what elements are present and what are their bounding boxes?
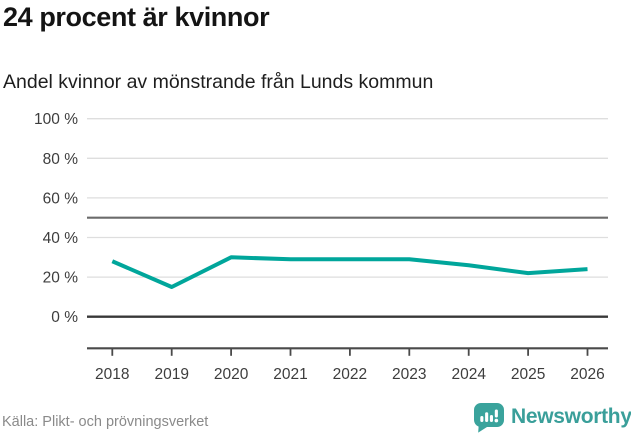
- x-tick-label-2020: 2020: [214, 366, 249, 383]
- newsworthy-icon: [474, 403, 504, 433]
- x-tick-label-2024: 2024: [451, 366, 486, 383]
- x-tick-label-2021: 2021: [273, 366, 307, 383]
- y-tick-label-60: 60 %: [43, 190, 79, 207]
- chart-title: 24 procent är kvinnor: [3, 2, 270, 32]
- x-tick-label-2019: 2019: [154, 366, 188, 383]
- chart-subtitle: Andel kvinnor av mönstrande från Lunds k…: [3, 71, 434, 93]
- y-tick-label-20: 20 %: [43, 270, 79, 287]
- x-tick-label-2026: 2026: [570, 366, 604, 383]
- x-tick-label-2018: 2018: [95, 366, 129, 383]
- newsworthy-logo[interactable]: Newsworthy: [474, 403, 631, 433]
- y-tick-label-40: 40 %: [43, 230, 79, 247]
- data-line: [111, 255, 588, 289]
- x-tick-label-2022: 2022: [333, 366, 367, 383]
- y-tick-label-80: 80 %: [43, 151, 79, 168]
- line-chart: 0 % 20 % 40 % 60 % 80 % 100 % 2018 2019 2020 2021…: [34, 111, 608, 383]
- x-tick-label-2025: 2025: [511, 366, 545, 383]
- y-tick-label-0: 0 %: [51, 309, 78, 326]
- source-note: Källa: Plikt- och prövningsverket: [2, 414, 209, 430]
- x-tick-label-2023: 2023: [392, 366, 426, 383]
- newsworthy-wordmark: Newsworthy: [511, 405, 631, 428]
- y-tick-label-100: 100 %: [34, 111, 78, 128]
